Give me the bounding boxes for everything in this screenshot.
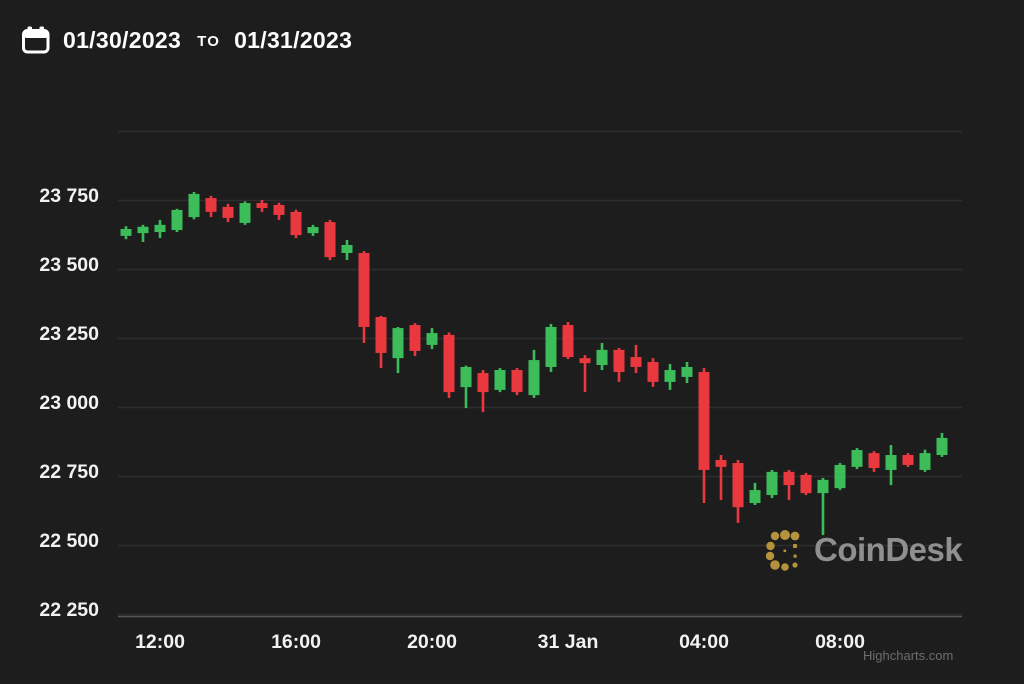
- candle-23-22:30[interactable]: [511, 368, 523, 396]
- candle-0-11:00[interactable]: [120, 226, 132, 240]
- price-gridlines: [118, 130, 962, 616]
- candle-2-12:00[interactable]: [154, 219, 166, 239]
- candle-25-23:30[interactable]: [545, 323, 557, 372]
- candle-17-19:30[interactable]: [409, 323, 421, 356]
- candle-41-07:30[interactable]: [817, 477, 829, 536]
- date-to[interactable]: 01/31/2023: [234, 26, 353, 53]
- candle-44-09:00[interactable]: [868, 451, 880, 472]
- x-axis-label: 31 Jan: [538, 631, 599, 653]
- candle-28-01:00[interactable]: [596, 342, 608, 371]
- candle-46-10:00[interactable]: [902, 453, 914, 467]
- x-axis-label: 04:00: [679, 631, 729, 653]
- x-axis-label: 16:00: [271, 631, 321, 653]
- candle-9-15:30[interactable]: [273, 202, 285, 220]
- candle-12-17:00[interactable]: [324, 219, 336, 261]
- candle-7-14:30[interactable]: [239, 201, 251, 225]
- y-axis-label: 23 250: [39, 323, 99, 345]
- x-axis-label: 20:00: [407, 631, 457, 653]
- candle-32-03:00[interactable]: [664, 363, 676, 390]
- coindesk-logo-text: CoinDesk: [814, 531, 963, 568]
- candle-4-13:00[interactable]: [188, 191, 200, 220]
- candle-18-20:00[interactable]: [426, 328, 438, 350]
- date-range-separator: TO: [197, 32, 221, 50]
- candle-26-00:00[interactable]: [562, 321, 574, 359]
- candle-15-18:30[interactable]: [375, 315, 387, 369]
- candle-11-16:30[interactable]: [307, 224, 319, 236]
- candle-43-08:30[interactable]: [851, 448, 863, 470]
- x-axis-label: 12:00: [135, 631, 185, 653]
- candle-39-06:30[interactable]: [783, 469, 795, 501]
- candle-47-10:30[interactable]: [919, 449, 931, 472]
- y-axis-label: 23 500: [39, 254, 99, 276]
- date-from[interactable]: 01/30/2023: [63, 26, 182, 53]
- coindesk-watermark: CoinDesk: [765, 528, 963, 572]
- candle-45-09:30[interactable]: [885, 445, 897, 486]
- y-axis-labels: 23 750 23 500 23 250 23 000 22 750 22 500 22 2…: [39, 185, 99, 621]
- candle-31-02:30[interactable]: [647, 358, 659, 387]
- candle-29-01:30[interactable]: [613, 347, 625, 382]
- candle-38-06:00[interactable]: [766, 469, 778, 499]
- candle-6-14:00[interactable]: [222, 203, 234, 223]
- candle-40-07:00[interactable]: [800, 472, 812, 496]
- y-axis-label: 23 750: [39, 185, 99, 207]
- candle-27-00:30[interactable]: [579, 355, 591, 393]
- candle-48-11:00[interactable]: [936, 432, 948, 457]
- candle-30-02:00[interactable]: [630, 344, 642, 374]
- x-axis-labels: 12:00 16:00 20:00 31 Jan 04:00 08:00: [135, 631, 865, 653]
- candle-5-13:30[interactable]: [205, 195, 217, 218]
- candle-13-17:30[interactable]: [341, 240, 353, 260]
- candle-33-03:30[interactable]: [681, 362, 693, 383]
- candle-42-08:00[interactable]: [834, 463, 846, 491]
- candle-10-16:00[interactable]: [290, 209, 302, 239]
- highcharts-credit-link[interactable]: Highcharts.com: [863, 648, 954, 663]
- candle-21-21:30[interactable]: [477, 370, 489, 412]
- calendar-icon[interactable]: [22, 26, 50, 54]
- x-axis-label: 08:00: [815, 631, 865, 653]
- coindesk-logo-icon: [765, 528, 806, 572]
- candle-1-11:30[interactable]: [137, 224, 149, 242]
- candle-24-23:00[interactable]: [528, 349, 540, 398]
- candle-37-05:30[interactable]: [749, 482, 761, 505]
- candle-16-19:00[interactable]: [392, 326, 404, 374]
- candle-20-21:00[interactable]: [460, 365, 472, 409]
- y-axis-label: 22 250: [39, 599, 99, 621]
- candle-34-04:00[interactable]: [698, 368, 710, 504]
- candle-22-22:00[interactable]: [494, 368, 506, 393]
- y-axis-label: 22 500: [39, 530, 99, 552]
- y-axis-label: 22 750: [39, 461, 99, 483]
- date-range-picker[interactable]: 01/30/2023 TO 01/31/2023: [22, 26, 352, 54]
- y-axis-label: 23 000: [39, 392, 99, 414]
- candlestick-series[interactable]: [120, 191, 948, 536]
- candle-14-18:00[interactable]: [358, 251, 370, 343]
- candle-19-20:30[interactable]: [443, 332, 455, 398]
- candle-36-05:00[interactable]: [732, 459, 744, 523]
- candle-3-12:30[interactable]: [171, 208, 183, 233]
- candle-35-04:30[interactable]: [715, 455, 727, 501]
- candle-8-15:00[interactable]: [256, 200, 268, 212]
